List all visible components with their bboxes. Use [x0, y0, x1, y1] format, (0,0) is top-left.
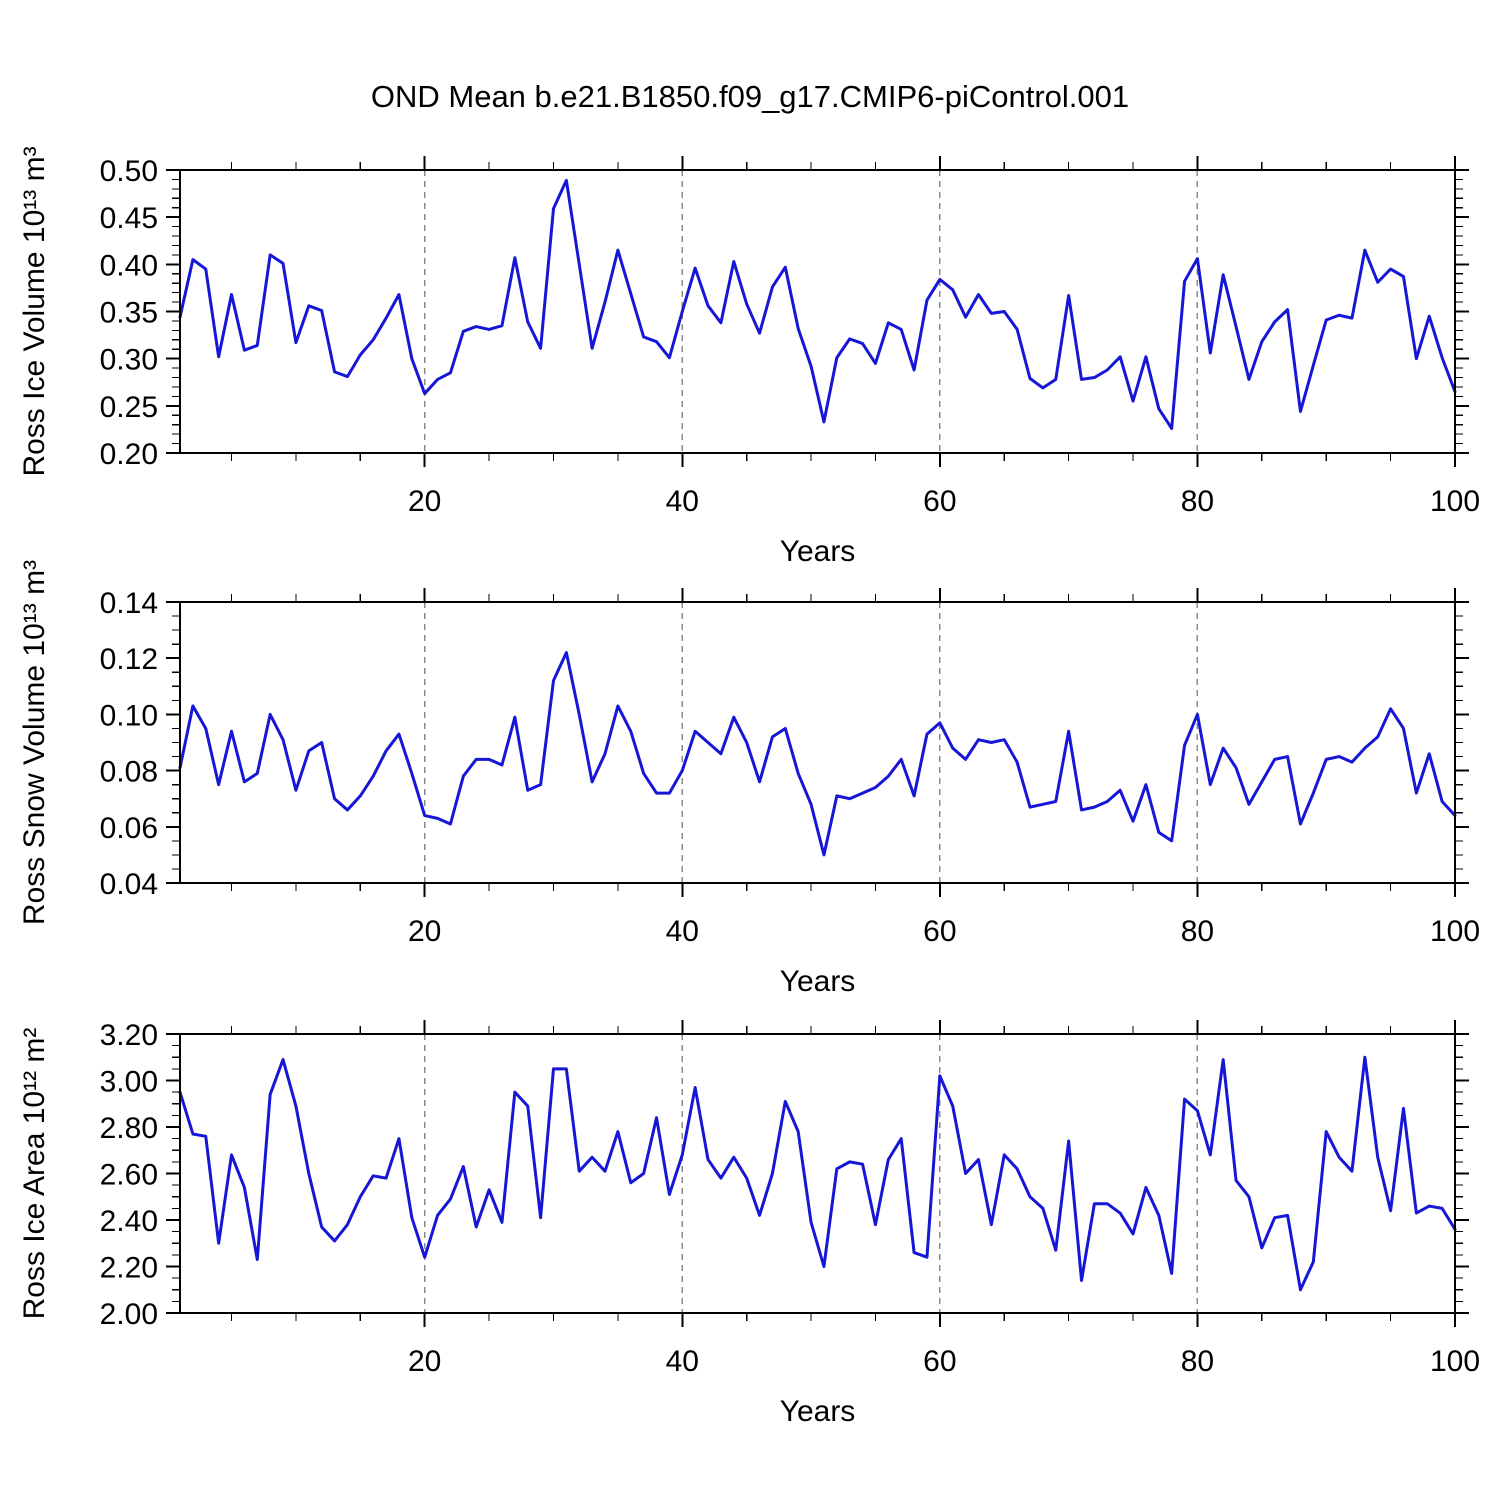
panel-3-xlabel: Years: [780, 1395, 856, 1428]
panel-1-ytick-label: 0.25: [100, 391, 158, 424]
panel-2-ticks: [166, 588, 1469, 897]
panel-1-ytick-label: 0.50: [100, 155, 158, 188]
panel-1-xtick-label: 20: [408, 485, 441, 518]
panel-3-series-line: [178, 1055, 1457, 1292]
panel-3-ross-ice-area: 20 40 60 80 100 2.00 2.20 2.40 2.60 2.80 3.00 3.20 Y…: [18, 1019, 1480, 1428]
panel-2-xlabel: Years: [780, 965, 856, 998]
panel-3-ytick-label: 3.00: [100, 1066, 158, 1099]
panel-2-ytick-label: 0.04: [100, 868, 158, 901]
panel-2-xtick-label: 20: [408, 915, 441, 948]
panel-1-ross-ice-volume: 20 40 60 80 100 0.20 0.25 0.30 0.35 0.40 0.45 0.50 Y…: [18, 146, 1480, 568]
panel-1-ytick-label: 0.30: [100, 344, 158, 377]
panel-2-frame: [179, 601, 1456, 884]
panel-1-xtick-label: 80: [1181, 485, 1214, 518]
panel-1-ylabel: Ross Ice Volume 10¹³ m³: [18, 146, 51, 476]
panel-2-ross-snow-volume: 20 40 60 80 100 0.04 0.06 0.08 0.10 0.12 0.14 Years…: [18, 560, 1480, 998]
panel-1-frame: [179, 169, 1456, 454]
panel-1-xtick-label: 40: [666, 485, 699, 518]
panel-3-xtick-label: 20: [408, 1345, 441, 1378]
figure-title: OND Mean b.e21.B1850.f09_g17.CMIP6-piCon…: [371, 79, 1129, 114]
panel-1-xlabel: Years: [780, 535, 856, 568]
panel-3-ytick-label: 2.40: [100, 1205, 158, 1238]
panel-2-ytick-label: 0.14: [100, 587, 158, 620]
panel-3-ticks: [166, 1020, 1469, 1327]
panel-1-xtick-label: 100: [1430, 485, 1480, 518]
panel-2-series-line: [178, 651, 1457, 857]
panel-3-xtick-label: 40: [666, 1345, 699, 1378]
panel-2-ytick-label: 0.08: [100, 756, 158, 789]
panel-2-xtick-label: 40: [666, 915, 699, 948]
panel-3-ytick-label: 2.60: [100, 1159, 158, 1192]
panel-3-ytick-label: 2.80: [100, 1112, 158, 1145]
panel-3-ytick-label: 3.20: [100, 1019, 158, 1052]
panel-1-series-line: [178, 178, 1457, 430]
panel-2-ytick-label: 0.12: [100, 643, 158, 676]
panel-3-xtick-label: 80: [1181, 1345, 1214, 1378]
panel-1-ytick-label: 0.35: [100, 297, 158, 330]
panel-2-xtick-label: 80: [1181, 915, 1214, 948]
panel-3-frame: [179, 1033, 1456, 1314]
panel-3-xtick-label: 60: [923, 1345, 956, 1378]
panel-2-xtick-label: 60: [923, 915, 956, 948]
panel-1-xtick-label: 60: [923, 485, 956, 518]
panel-2-ytick-label: 0.06: [100, 812, 158, 845]
panel-1-ticks: [166, 156, 1469, 467]
panel-3-xtick-label: 100: [1430, 1345, 1480, 1378]
panel-3-ylabel: Ross Ice Area 10¹² m²: [18, 1028, 51, 1320]
panel-1-ytick-label: 0.45: [100, 202, 158, 235]
panel-3-ytick-label: 2.00: [100, 1298, 158, 1331]
panel-2-ylabel: Ross Snow Volume 10¹³ m³: [18, 560, 51, 925]
panel-3-ytick-label: 2.20: [100, 1252, 158, 1285]
panel-2-xtick-label: 100: [1430, 915, 1480, 948]
panel-2-ytick-label: 0.10: [100, 699, 158, 732]
panel-1-ytick-label: 0.40: [100, 249, 158, 282]
panel-1-ytick-label: 0.20: [100, 438, 158, 471]
